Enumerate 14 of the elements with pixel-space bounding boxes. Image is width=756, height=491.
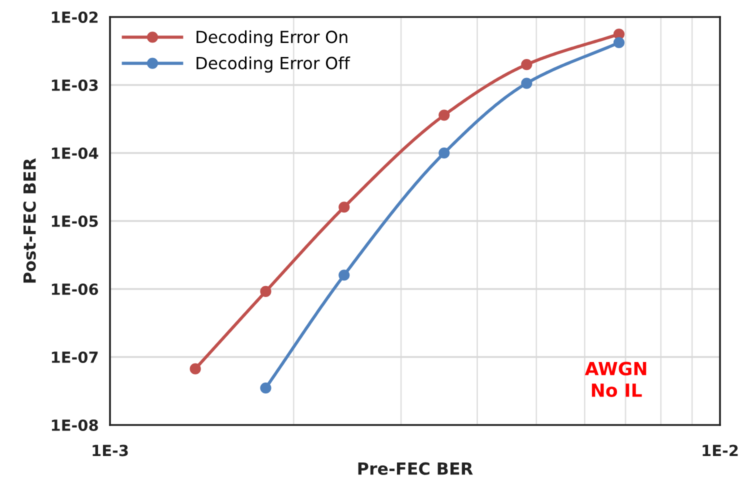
y-tick-label: 1E-08 [52,419,98,432]
y-tick-label: 1E-03 [52,79,98,92]
y-tick-label: 1E-04 [52,147,98,160]
annotation: AWGN No IL [584,362,646,398]
x-axis-title: Pre-FEC BER [358,462,473,475]
legend-label: Decoding Error On [196,30,348,46]
y-tick-label: 1E-05 [52,215,98,228]
legend-label: Decoding Error Off [196,56,350,73]
y-tick-label: 1E-07 [52,351,98,364]
x-tick-label: 1E-2 [702,444,738,456]
y-axis-title: Post-FEC BER [23,158,36,283]
x-tick-label: 1E-3 [92,444,128,456]
y-tick-label: 1E-02 [52,11,98,24]
y-tick-label: 1E-06 [52,283,98,296]
